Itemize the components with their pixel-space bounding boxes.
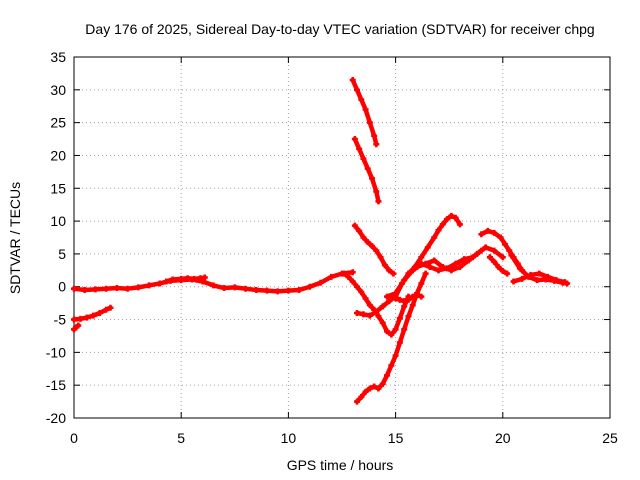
- y-tick-label: 10: [50, 213, 66, 229]
- y-tick-label: 25: [50, 115, 66, 131]
- data-point: [422, 270, 429, 277]
- x-tick-label: 5: [177, 430, 185, 446]
- y-tick-label: -10: [46, 344, 66, 360]
- y-tick-label: 5: [58, 246, 66, 262]
- chart-title: Day 176 of 2025, Sidereal Day-to-day VTE…: [85, 21, 594, 37]
- data-point: [561, 279, 568, 286]
- data-point: [349, 269, 356, 276]
- data-trace: [509, 252, 523, 271]
- y-tick-label: -15: [46, 377, 66, 393]
- series-arc-15: [486, 254, 511, 277]
- x-tick-label: 25: [602, 430, 618, 446]
- data-point: [499, 254, 506, 261]
- series-arc-6: [351, 136, 382, 205]
- data-point: [75, 322, 82, 329]
- data-point: [373, 141, 380, 148]
- x-tick-label: 10: [281, 430, 297, 446]
- y-tick-label: -20: [46, 410, 66, 426]
- y-tick-label: 30: [50, 82, 66, 98]
- y-tick-label: 20: [50, 147, 66, 163]
- series-arc-baseline: [71, 269, 356, 295]
- x-tick-label: 20: [495, 430, 511, 446]
- series-arc-7: [351, 222, 397, 277]
- series-arc-3: [71, 304, 114, 323]
- y-tick-label: 15: [50, 180, 66, 196]
- series-arc-17: [510, 270, 568, 286]
- y-axis-label: SDTVAR / TECUs: [7, 182, 23, 294]
- series-arc-11: [384, 247, 485, 300]
- plot-frame: [73, 56, 611, 419]
- y-tick-label: 0: [58, 279, 66, 295]
- data-trace: [393, 277, 407, 296]
- data-point: [201, 274, 208, 281]
- series-arc-4: [71, 322, 82, 333]
- data-point: [107, 304, 114, 311]
- data-point: [456, 221, 463, 228]
- x-tick-label: 0: [70, 430, 78, 446]
- series-arc-12: [405, 244, 506, 277]
- data-point: [504, 270, 511, 277]
- series-arc-10: [354, 270, 429, 405]
- y-tick-label: 35: [50, 49, 66, 65]
- series-arc-8: [341, 270, 412, 338]
- x-tick-label: 15: [388, 430, 404, 446]
- data-point: [390, 270, 397, 277]
- series-arc-2: [163, 274, 208, 285]
- series-arc-13: [388, 292, 425, 305]
- axis-ticks: 0 5 10 15 20 25 -20 -15 -10 -5 0 5 10 15 20 25 30 35: [46, 49, 618, 446]
- x-axis-label: GPS time / hours: [287, 457, 394, 473]
- y-tick-label: -5: [54, 312, 67, 328]
- series-arc-5: [349, 76, 380, 148]
- grid: [74, 57, 610, 418]
- data-points: [71, 76, 571, 405]
- data-point: [418, 293, 425, 300]
- data-point: [375, 198, 382, 205]
